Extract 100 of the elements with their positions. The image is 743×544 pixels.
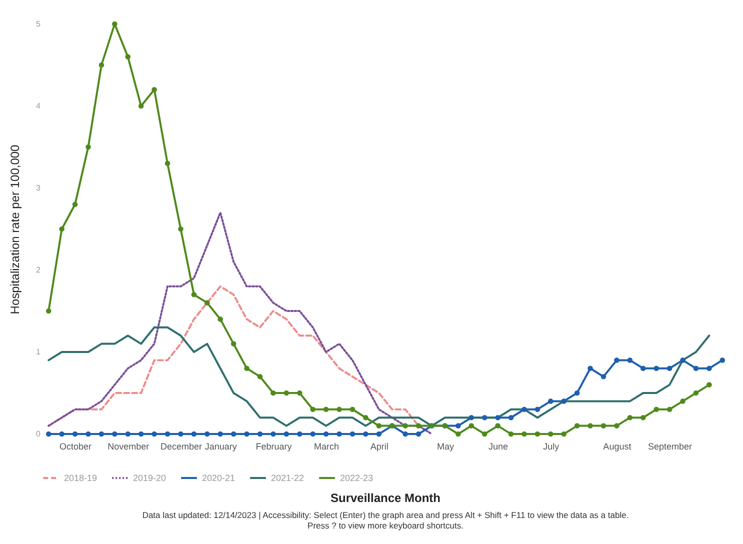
point: [296, 390, 302, 396]
line-series: [48, 212, 433, 435]
point: [495, 414, 500, 420]
point: [680, 398, 686, 404]
x-tick-label: September: [648, 442, 692, 452]
point: [323, 431, 329, 437]
x-tick-label: May: [436, 442, 454, 452]
x-axis-title: Surveillance Month: [330, 491, 441, 505]
point: [350, 431, 356, 437]
point: [561, 398, 566, 404]
point: [654, 366, 659, 372]
point: [548, 398, 554, 404]
x-tick-label: March: [314, 442, 340, 452]
point: [164, 431, 170, 437]
x-tick-label: February: [256, 442, 292, 452]
point: [59, 226, 64, 232]
point: [627, 358, 633, 363]
y-axis-title: Hospitalization rate per 100,000: [8, 144, 22, 314]
point: [191, 292, 197, 298]
point: [98, 431, 104, 437]
point: [363, 431, 368, 437]
point: [534, 406, 540, 412]
point: [323, 406, 329, 412]
point: [706, 382, 712, 388]
point: [125, 54, 131, 60]
point: [402, 431, 408, 437]
point: [666, 366, 672, 372]
point: [138, 103, 144, 109]
point: [204, 431, 210, 437]
point: [534, 431, 540, 437]
point: [230, 431, 236, 437]
x-tick-label: August: [603, 442, 632, 452]
point: [522, 406, 527, 412]
y-tick-label: 4: [36, 102, 42, 110]
point: [680, 358, 686, 363]
point: [495, 423, 500, 428]
point: [614, 358, 620, 363]
point: [666, 406, 672, 412]
point: [574, 423, 580, 428]
point: [296, 431, 302, 437]
point: [152, 86, 157, 92]
point: [706, 366, 712, 372]
point: [482, 431, 488, 437]
point: [376, 423, 382, 428]
x-tick-label: December: [160, 442, 202, 452]
point: [257, 374, 263, 380]
point: [46, 431, 52, 437]
point: [402, 423, 408, 428]
point: [244, 431, 250, 437]
point: [244, 366, 250, 372]
x-tick-label: October: [60, 442, 92, 452]
point: [86, 144, 91, 150]
point: [600, 423, 606, 428]
point: [218, 431, 223, 437]
point: [138, 431, 144, 437]
point: [72, 202, 78, 208]
legend-label: 2018-19: [64, 473, 98, 483]
line-series: [48, 326, 710, 427]
point: [627, 414, 633, 420]
point: [468, 414, 474, 420]
y-tick-label: 2: [36, 266, 42, 274]
point: [693, 390, 699, 396]
point: [456, 431, 461, 437]
point: [640, 366, 646, 372]
legend-label: 2022-23: [340, 473, 374, 483]
legend-label: 2020-21: [202, 473, 236, 483]
point: [218, 316, 223, 322]
x-tick-label: July: [543, 442, 560, 452]
point: [59, 431, 64, 437]
point: [310, 406, 316, 412]
point: [600, 374, 606, 380]
point: [191, 431, 197, 437]
point: [720, 358, 726, 363]
x-tick-label: November: [108, 442, 150, 452]
point: [336, 431, 342, 437]
x-tick-label: January: [204, 442, 238, 452]
point: [270, 390, 276, 396]
line-series: [48, 285, 420, 427]
point: [522, 431, 527, 437]
y-tick-label: 3: [36, 184, 42, 192]
point: [376, 431, 382, 437]
point: [284, 390, 290, 396]
point: [152, 431, 157, 437]
point: [350, 406, 356, 412]
point: [548, 431, 554, 437]
point: [693, 366, 699, 372]
point: [416, 423, 422, 428]
legend-label: 2021-22: [271, 473, 304, 483]
point: [164, 160, 170, 166]
point: [178, 431, 184, 437]
point: [561, 431, 566, 437]
point: [363, 414, 368, 420]
point: [72, 431, 78, 437]
point: [98, 62, 104, 68]
point: [230, 341, 236, 346]
x-tick-label: June: [488, 442, 508, 452]
point: [284, 431, 290, 437]
text: Data last updated: 12/14/2023 | Accessibility: Select (Enter) the graph area and press Alt + Shift + F11 to view the data as a table.: [142, 510, 629, 520]
x-tick-label: April: [370, 442, 388, 452]
text: Press ? to view more keyboard shortcuts.: [308, 520, 464, 530]
